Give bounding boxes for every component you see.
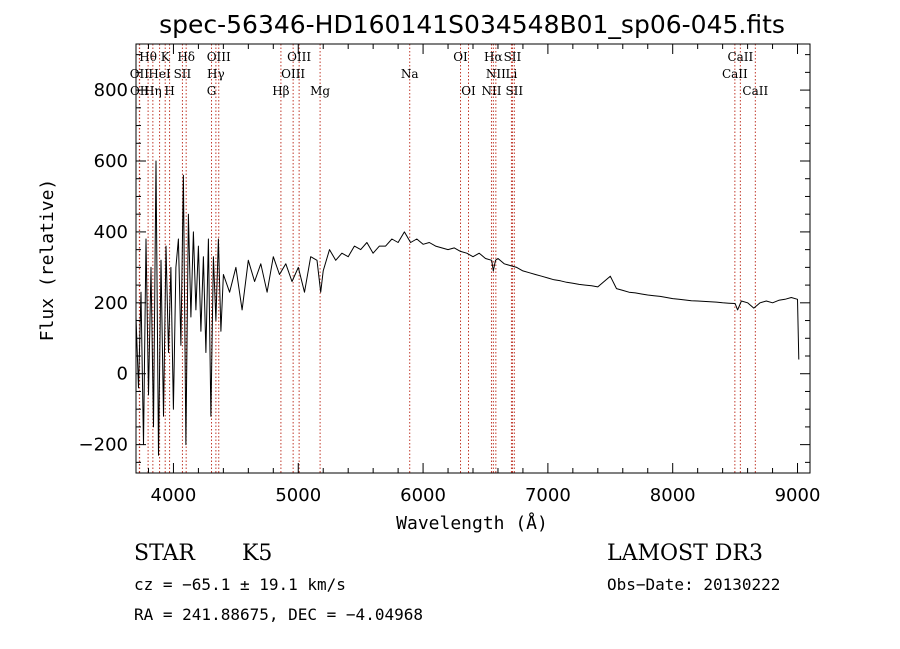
x-tick-label: 8000: [650, 485, 696, 506]
spectral-line-label: G: [207, 84, 217, 98]
y-axis-ticks: −200 0 200 400 600 800: [79, 54, 810, 463]
x-tick-label: 4000: [151, 485, 197, 506]
spectrum-series: [135, 160, 800, 456]
y-tick-label: 800: [94, 80, 128, 101]
spectral-line-label: OI: [453, 50, 468, 64]
spectral-line-label: CaII: [742, 84, 768, 98]
spectral-line-label: Hη: [144, 84, 162, 98]
spectral-line-markers: [138, 44, 756, 473]
survey-name: LAMOST DR3: [607, 541, 763, 566]
spectral-line-label: H: [164, 84, 174, 98]
spectral-line-label: Hα: [484, 50, 503, 64]
x-axis-ticks: 4000 5000 6000 7000 8000 9000: [147, 44, 821, 506]
y-tick-label: 600: [94, 151, 128, 172]
spectral-line-label: Hδ: [177, 50, 195, 64]
y-tick-label: 400: [94, 222, 128, 243]
spectral-line-label: NII: [481, 84, 501, 98]
spectral-line-label: SII: [505, 84, 523, 98]
y-tick-label: 0: [117, 364, 128, 385]
spectral-line-label: NII: [486, 67, 506, 81]
spectral-line-label: CaII: [727, 50, 753, 64]
chart-title: spec-56346-HD160141S034548B01_sp06-045.f…: [159, 10, 785, 39]
x-tick-label: 7000: [525, 485, 571, 506]
sky-coordinates: RA = 241.88675, DEC = −4.04968: [134, 605, 423, 624]
x-axis-label: Wavelength (Å): [396, 512, 548, 534]
y-axis-label: Flux (relative): [37, 179, 58, 342]
spectral-line-label: OII: [130, 67, 150, 81]
spectral-line-label: Hθ: [139, 50, 157, 64]
y-tick-label: −200: [79, 435, 128, 456]
spectral-line-label: Na: [401, 67, 419, 81]
x-tick-label: 5000: [275, 485, 321, 506]
object-class: STAR: [134, 541, 196, 566]
spectral-line-label: OII: [130, 84, 150, 98]
spectral-line-label: SII: [504, 50, 522, 64]
spectral-line-label: Hβ: [272, 84, 289, 98]
spectral-line-label: HeI: [148, 67, 171, 81]
y-tick-label: 200: [94, 293, 128, 314]
x-tick-label: 9000: [775, 485, 821, 506]
spectrum-line: [135, 160, 800, 456]
spectral-line-label: Hγ: [207, 67, 225, 81]
spectral-line-label: OI: [461, 84, 476, 98]
spectral-line-label: OIII: [281, 67, 305, 81]
x-tick-label: 6000: [400, 485, 446, 506]
plot-frame: [135, 43, 811, 474]
object-subclass: K5: [242, 541, 272, 566]
spectral-line-label: OIII: [207, 50, 231, 64]
redshift-value: cz = −65.1 ± 19.1 km/s: [134, 575, 346, 594]
spectral-line-label: Li: [506, 67, 518, 81]
spectral-line-label: K: [161, 50, 171, 64]
spectral-line-label: SII: [174, 67, 192, 81]
observation-date: Obs−Date: 20130222: [607, 575, 780, 594]
spectral-line-label: Mg: [310, 84, 330, 98]
spectral-line-label: OIII: [287, 50, 311, 64]
spectral-line-label: CaII: [722, 67, 748, 81]
